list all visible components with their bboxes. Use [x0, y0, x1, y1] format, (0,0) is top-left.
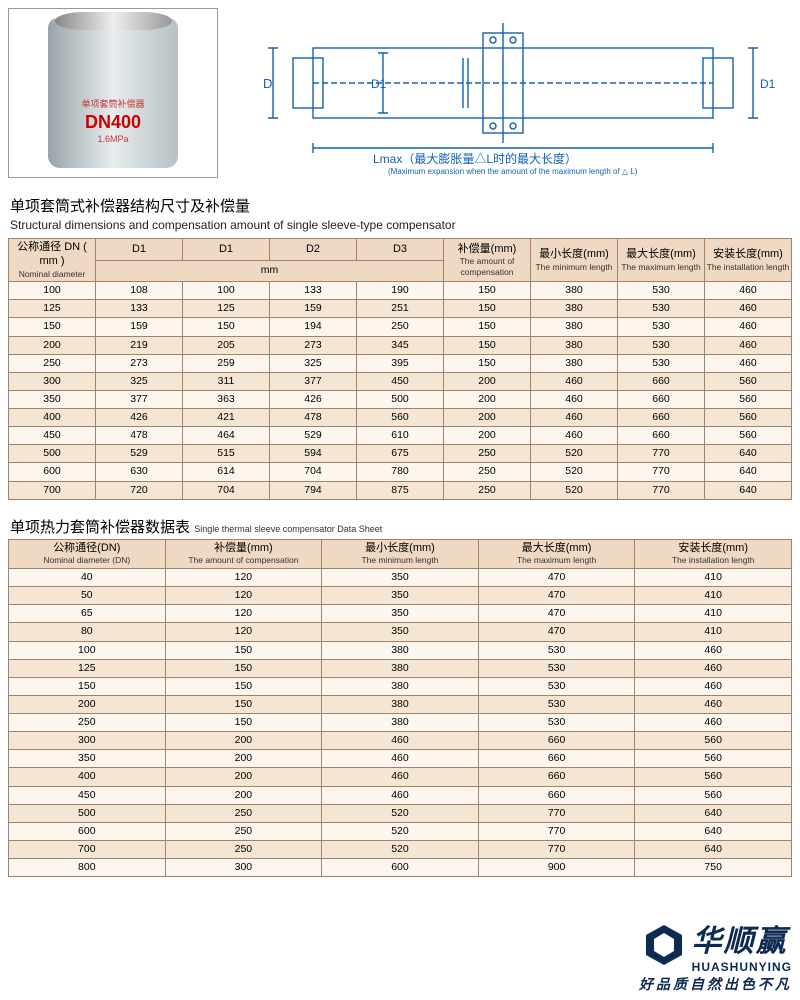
table-row: 450200460660560 [9, 786, 792, 804]
table-row: 150150380530460 [9, 677, 792, 695]
table-row: 125150380530460 [9, 659, 792, 677]
label-line2: DN400 [81, 111, 144, 134]
table2-wrap: 公称通径(DN)Nominal diameter (DN)补偿量(mm)The … [0, 539, 800, 888]
table-row: 200150380530460 [9, 695, 792, 713]
mm-span: mm [96, 260, 444, 281]
thermal-sleeve-table: 公称通径(DN)Nominal diameter (DN)补偿量(mm)The … [8, 539, 792, 878]
table-row: 65120350470410 [9, 605, 792, 623]
table-row: 450478464529610200460660560 [9, 427, 792, 445]
t2-col-2: 最小长度(mm)The minimum length [322, 539, 479, 568]
t1-col-2: D1 [183, 239, 270, 261]
top-row: 单项套筒补偿器 DN400 1.6MPa [0, 0, 800, 189]
label-line1: 单项套筒补偿器 [81, 99, 144, 111]
table1-wrap: 公称通径 DN ( mm )Nominal diameterD1D1D2D3补偿… [0, 238, 800, 510]
logo-cn: 华顺赢 [692, 916, 792, 960]
table-row: 800300600900750 [9, 859, 792, 877]
t1-col-0: 公称通径 DN ( mm )Nominal diameter [9, 239, 96, 282]
table-row: 200219205273345150380530460 [9, 336, 792, 354]
logo-tagline: 好品质自然出色不凡 [639, 974, 792, 994]
t2-col-3: 最大长度(mm)The maximum length [478, 539, 635, 568]
table-row: 400200460660560 [9, 768, 792, 786]
table2-title-en: Single thermal sleeve compensator Data S… [194, 524, 382, 534]
t1-col-8: 安装长度(mm)The installation length [705, 239, 792, 282]
table-row: 250150380530460 [9, 714, 792, 732]
t1-col-3: D2 [270, 239, 357, 261]
table-row: 150159150194250150380530460 [9, 318, 792, 336]
dim-D1: D1 [371, 77, 387, 91]
t1-col-1: D1 [96, 239, 183, 261]
table1-title-cn: 单项套筒式补偿器结构尺寸及补偿量 [0, 189, 800, 218]
t1-col-6: 最小长度(mm)The minimum length [531, 239, 618, 282]
dim-D-left: D [263, 76, 272, 91]
table-row: 600630614704780250520770640 [9, 463, 792, 481]
logo-icon [642, 923, 686, 967]
table-row: 500250520770640 [9, 804, 792, 822]
watermark-logo: 华顺赢 HUASHUNYING 好品质自然出色不凡 [639, 916, 792, 994]
logo-en: HUASHUNYING [692, 960, 792, 974]
t1-col-7: 最大长度(mm)The maximum length [618, 239, 705, 282]
table-row: 100108100133190150380530460 [9, 282, 792, 300]
table-row: 700720704794875250520770640 [9, 481, 792, 499]
table2-title-cn: 单项热力套筒补偿器数据表 [10, 519, 190, 536]
technical-diagram: D D1 D1 Lmax（最大膨胀量△L时的最大长度） (Maximum exp… [234, 8, 792, 181]
table-row: 100150380530460 [9, 641, 792, 659]
dim-D-right: D1 [760, 77, 776, 91]
table-row: 50120350470410 [9, 587, 792, 605]
table-row: 350200460660560 [9, 750, 792, 768]
table-row: 600250520770640 [9, 822, 792, 840]
table-row: 40120350470410 [9, 569, 792, 587]
dim-Lmax: Lmax（最大膨胀量△L时的最大长度） [373, 151, 577, 166]
t2-col-1: 补偿量(mm)The amount of compensation [165, 539, 322, 568]
structural-dimensions-table: 公称通径 DN ( mm )Nominal diameterD1D1D2D3补偿… [8, 238, 792, 500]
table-row: 125133125159251150380530460 [9, 300, 792, 318]
table2-title: 单项热力套筒补偿器数据表 Single thermal sleeve compe… [0, 510, 800, 539]
table-row: 350377363426500200460660560 [9, 390, 792, 408]
table-row: 300200460660560 [9, 732, 792, 750]
compensator-cylinder: 单项套筒补偿器 DN400 1.6MPa [48, 18, 178, 168]
t2-col-0: 公称通径(DN)Nominal diameter (DN) [9, 539, 166, 568]
product-photo: 单项套筒补偿器 DN400 1.6MPa [8, 8, 218, 178]
table-row: 500529515594675250520770640 [9, 445, 792, 463]
table-row: 80120350470410 [9, 623, 792, 641]
t1-col-4: D3 [357, 239, 444, 261]
table-row: 250273259325395150380530460 [9, 354, 792, 372]
table1-title-en: Structural dimensions and compensation a… [0, 218, 800, 238]
t1-col-5: 补偿量(mm)The amount of compensation [444, 239, 531, 282]
table-row: 400426421478560200460660560 [9, 409, 792, 427]
table-row: 300325311377450200460660560 [9, 372, 792, 390]
dim-Lmax-en: (Maximum expansion when the amount of th… [388, 167, 638, 176]
label-line3: 1.6MPa [81, 134, 144, 146]
table-row: 700250520770640 [9, 840, 792, 858]
t2-col-4: 安装长度(mm)The installation length [635, 539, 792, 568]
product-label: 单项套筒补偿器 DN400 1.6MPa [81, 99, 144, 146]
